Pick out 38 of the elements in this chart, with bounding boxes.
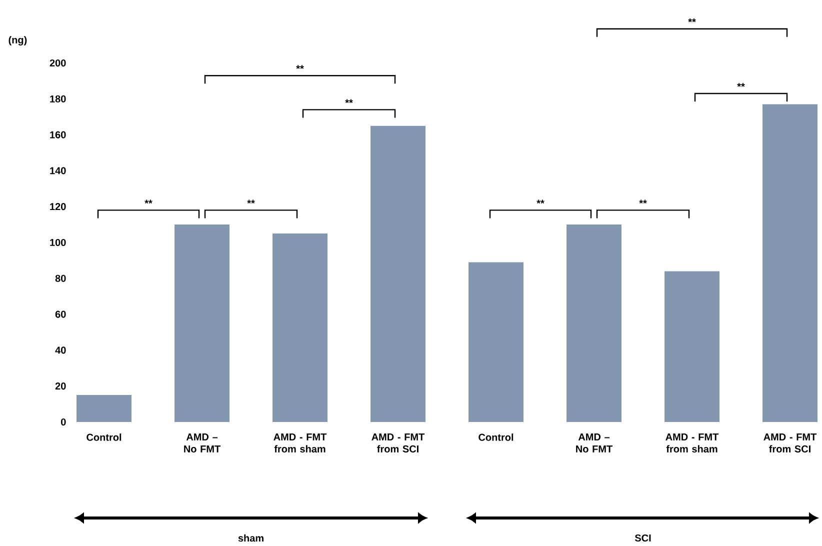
- y-axis-title: (ng): [8, 36, 27, 46]
- annotation: **: [247, 200, 255, 204]
- annotation: **: [296, 65, 304, 69]
- x-tick-label: AMD - FMT from SCI: [764, 434, 817, 452]
- y-tick-label: 120: [50, 203, 66, 210]
- bar: [370, 126, 426, 422]
- x-tick-label: AMD – No FMT: [576, 434, 612, 452]
- bar: [76, 395, 132, 422]
- x-tick-label: AMD – No FMT: [184, 434, 221, 452]
- y-tick-label: 80: [55, 274, 66, 282]
- y-tick-label: 160: [50, 131, 66, 138]
- bar: [272, 234, 328, 422]
- y-tick-label: 0: [61, 418, 66, 426]
- y-tick-label: 40: [55, 346, 66, 354]
- annotation: **: [345, 99, 353, 103]
- y-tick-label: 140: [50, 167, 66, 174]
- x-tick-label: AMD - FMT from sham: [274, 434, 327, 452]
- annotation: **: [144, 200, 152, 204]
- y-tick-label: 20: [55, 382, 66, 390]
- bar: [762, 104, 818, 422]
- y-tick-label: 200: [50, 59, 66, 67]
- text: **: [688, 18, 696, 22]
- annotation: **: [536, 200, 544, 204]
- bar: [566, 224, 622, 422]
- text: sham: [238, 534, 264, 542]
- y-tick-label: 100: [50, 238, 66, 246]
- x-tick-label: AMD - FMT from sham: [666, 434, 719, 452]
- x-tick-label: Control: [86, 434, 122, 441]
- annotation: **: [639, 200, 647, 204]
- bar: [468, 262, 524, 422]
- annotation: **: [737, 83, 745, 87]
- x-tick-label: AMD - FMT from SCI: [372, 434, 425, 452]
- x-tick-label: Control: [478, 434, 514, 441]
- y-tick-label: 180: [50, 95, 66, 102]
- bar: [664, 271, 720, 422]
- y-tick-label: 60: [55, 310, 66, 318]
- text: SCI: [634, 534, 651, 542]
- bar: [174, 224, 230, 422]
